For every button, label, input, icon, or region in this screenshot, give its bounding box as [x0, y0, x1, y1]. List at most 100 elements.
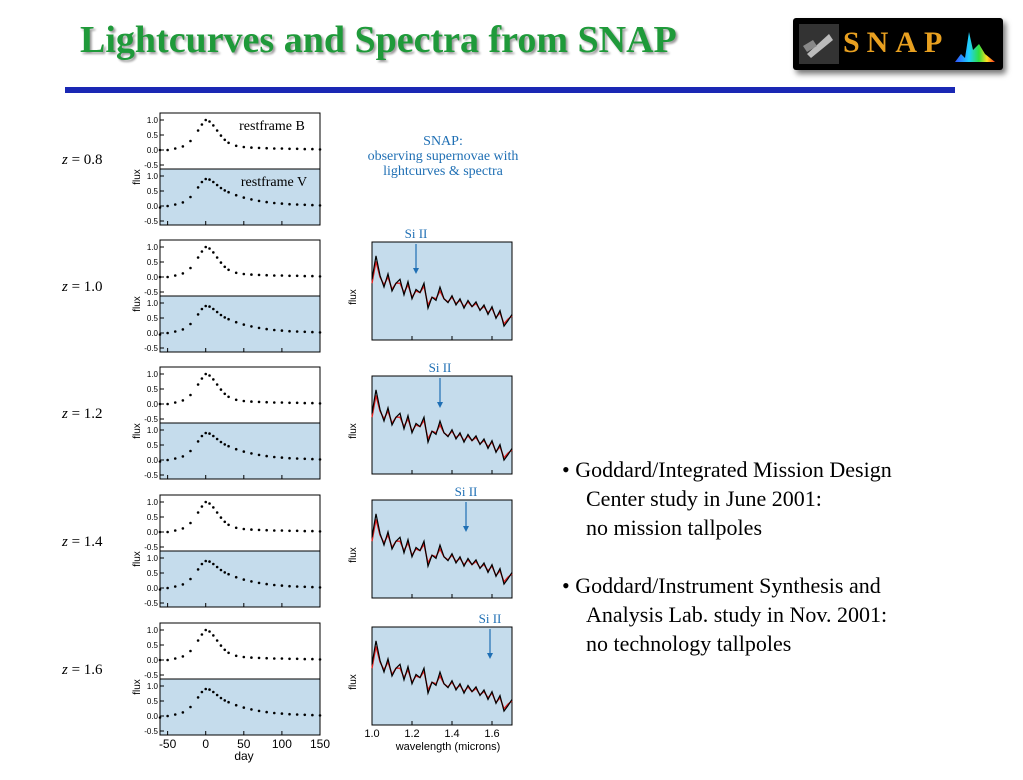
lightcurve-point	[280, 657, 284, 660]
lightcurve-point	[208, 432, 211, 435]
y-tick-label: -0.5	[144, 288, 158, 297]
lightcurve-point	[204, 559, 208, 563]
lightcurve-point	[265, 528, 268, 532]
spectrum-panel	[371, 375, 513, 475]
lightcurve-point	[166, 714, 169, 718]
lightcurve-point	[234, 398, 238, 402]
bullet-item: • Goddard/Integrated Mission Design Cent…	[562, 455, 892, 542]
lightcurve-point	[166, 458, 169, 462]
lightcurve-point	[318, 658, 322, 661]
lightcurve-point	[303, 713, 307, 717]
lightcurve-point	[280, 584, 284, 587]
lightcurve-point	[272, 529, 276, 532]
flux-axis-label: flux	[132, 296, 143, 312]
observed-spectrum-line	[371, 513, 513, 586]
si-ii-label: Si II	[405, 226, 428, 241]
lightcurve-point	[242, 145, 246, 149]
lightcurve-point	[189, 649, 192, 653]
lightcurve-point	[208, 688, 211, 691]
lightcurve-point	[250, 198, 253, 201]
si-ii-arrowhead	[437, 402, 443, 408]
lightcurve-point	[272, 711, 276, 715]
lightcurve-point	[200, 250, 204, 253]
lightcurve-point	[196, 186, 200, 189]
lightcurve-point	[318, 402, 322, 405]
y-tick-label: 0.0	[147, 273, 159, 282]
lightcurve-point	[204, 304, 208, 308]
lightcurve-point	[257, 528, 261, 532]
lightcurve-point	[200, 690, 204, 694]
lightcurve-point	[257, 453, 261, 457]
lightcurve-point	[288, 584, 291, 588]
lightcurve-point	[208, 247, 211, 250]
lightcurve-point	[272, 455, 276, 459]
lightcurve-point	[215, 383, 219, 386]
flux-axis-label: flux	[132, 551, 143, 567]
lightcurve-point	[208, 374, 211, 377]
lightcurve-point	[181, 328, 185, 331]
lightcurve-point	[311, 585, 314, 589]
lightcurve-point	[219, 440, 223, 444]
y-tick-label: 0.5	[147, 441, 159, 450]
lightcurve-point	[196, 129, 200, 132]
flux-axis-label: flux	[348, 674, 359, 690]
lightcurve-point	[250, 708, 253, 711]
lightcurve-point	[234, 703, 238, 707]
redshift-label: z = 1.6	[61, 662, 103, 678]
lightcurve-point	[265, 710, 268, 714]
y-tick-label: 0.5	[147, 697, 159, 706]
flux-axis-label: flux	[132, 679, 143, 695]
y-tick-label: -0.5	[144, 671, 158, 680]
lightcurve-point	[215, 511, 219, 514]
lightcurve-point	[200, 505, 204, 508]
lightcurve-point	[189, 322, 192, 326]
lightcurve-point	[215, 256, 219, 259]
lightcurve-point	[303, 657, 307, 661]
x-tick-label: 1.4	[444, 728, 459, 740]
lightcurve-point	[215, 639, 219, 642]
lightcurve-point	[242, 399, 246, 403]
lightcurve-point	[223, 571, 227, 574]
lightcurve-point	[265, 327, 268, 331]
lightcurve-point	[158, 402, 162, 406]
lightcurve-point	[227, 268, 230, 272]
lightcurve-point	[318, 714, 322, 717]
lightcurve-point	[257, 709, 261, 713]
flux-axis-label: flux	[348, 547, 359, 563]
lightcurve-point	[219, 696, 223, 700]
lightcurve-point	[288, 712, 291, 716]
lightcurve-point	[173, 330, 177, 333]
flux-axis-label: flux	[132, 169, 143, 185]
spectrum-panel	[371, 499, 513, 599]
lightcurve-point	[196, 383, 200, 386]
panel-label: restframe V	[241, 175, 307, 190]
lightcurve-point	[173, 401, 177, 404]
lightcurve-point	[250, 656, 253, 659]
flux-axis-label: flux	[348, 289, 359, 305]
y-tick-label: 1.0	[147, 172, 159, 181]
lightcurve-point	[311, 274, 314, 278]
lightcurve-point	[204, 431, 208, 435]
y-tick-label: 0.0	[147, 528, 159, 537]
lightcurve-point	[242, 578, 246, 581]
y-tick-label: 0.0	[147, 656, 159, 665]
lightcurve-point	[227, 572, 230, 576]
y-tick-label: 0.5	[147, 641, 159, 650]
lightcurve-point	[181, 583, 185, 586]
y-tick-label: 0.5	[147, 314, 159, 323]
lightcurve-point	[250, 452, 253, 455]
lightcurve-point	[219, 186, 223, 190]
lightcurve-point	[234, 271, 238, 275]
snap-logo: SNAP	[793, 18, 1003, 70]
lightcurve-point	[280, 712, 284, 715]
y-tick-label: 0.0	[147, 202, 159, 211]
spectrum-panel	[371, 241, 513, 341]
y-tick-label: -0.5	[144, 344, 158, 353]
bullet-line: • Goddard/Integrated Mission Design	[562, 457, 892, 482]
y-tick-label: 0.0	[147, 712, 159, 721]
y-tick-label: 0.0	[147, 584, 159, 593]
lightcurve-point	[311, 203, 314, 207]
lightcurve-point	[212, 634, 215, 637]
lightcurve-point	[173, 657, 177, 660]
lightcurve-point	[223, 443, 227, 446]
